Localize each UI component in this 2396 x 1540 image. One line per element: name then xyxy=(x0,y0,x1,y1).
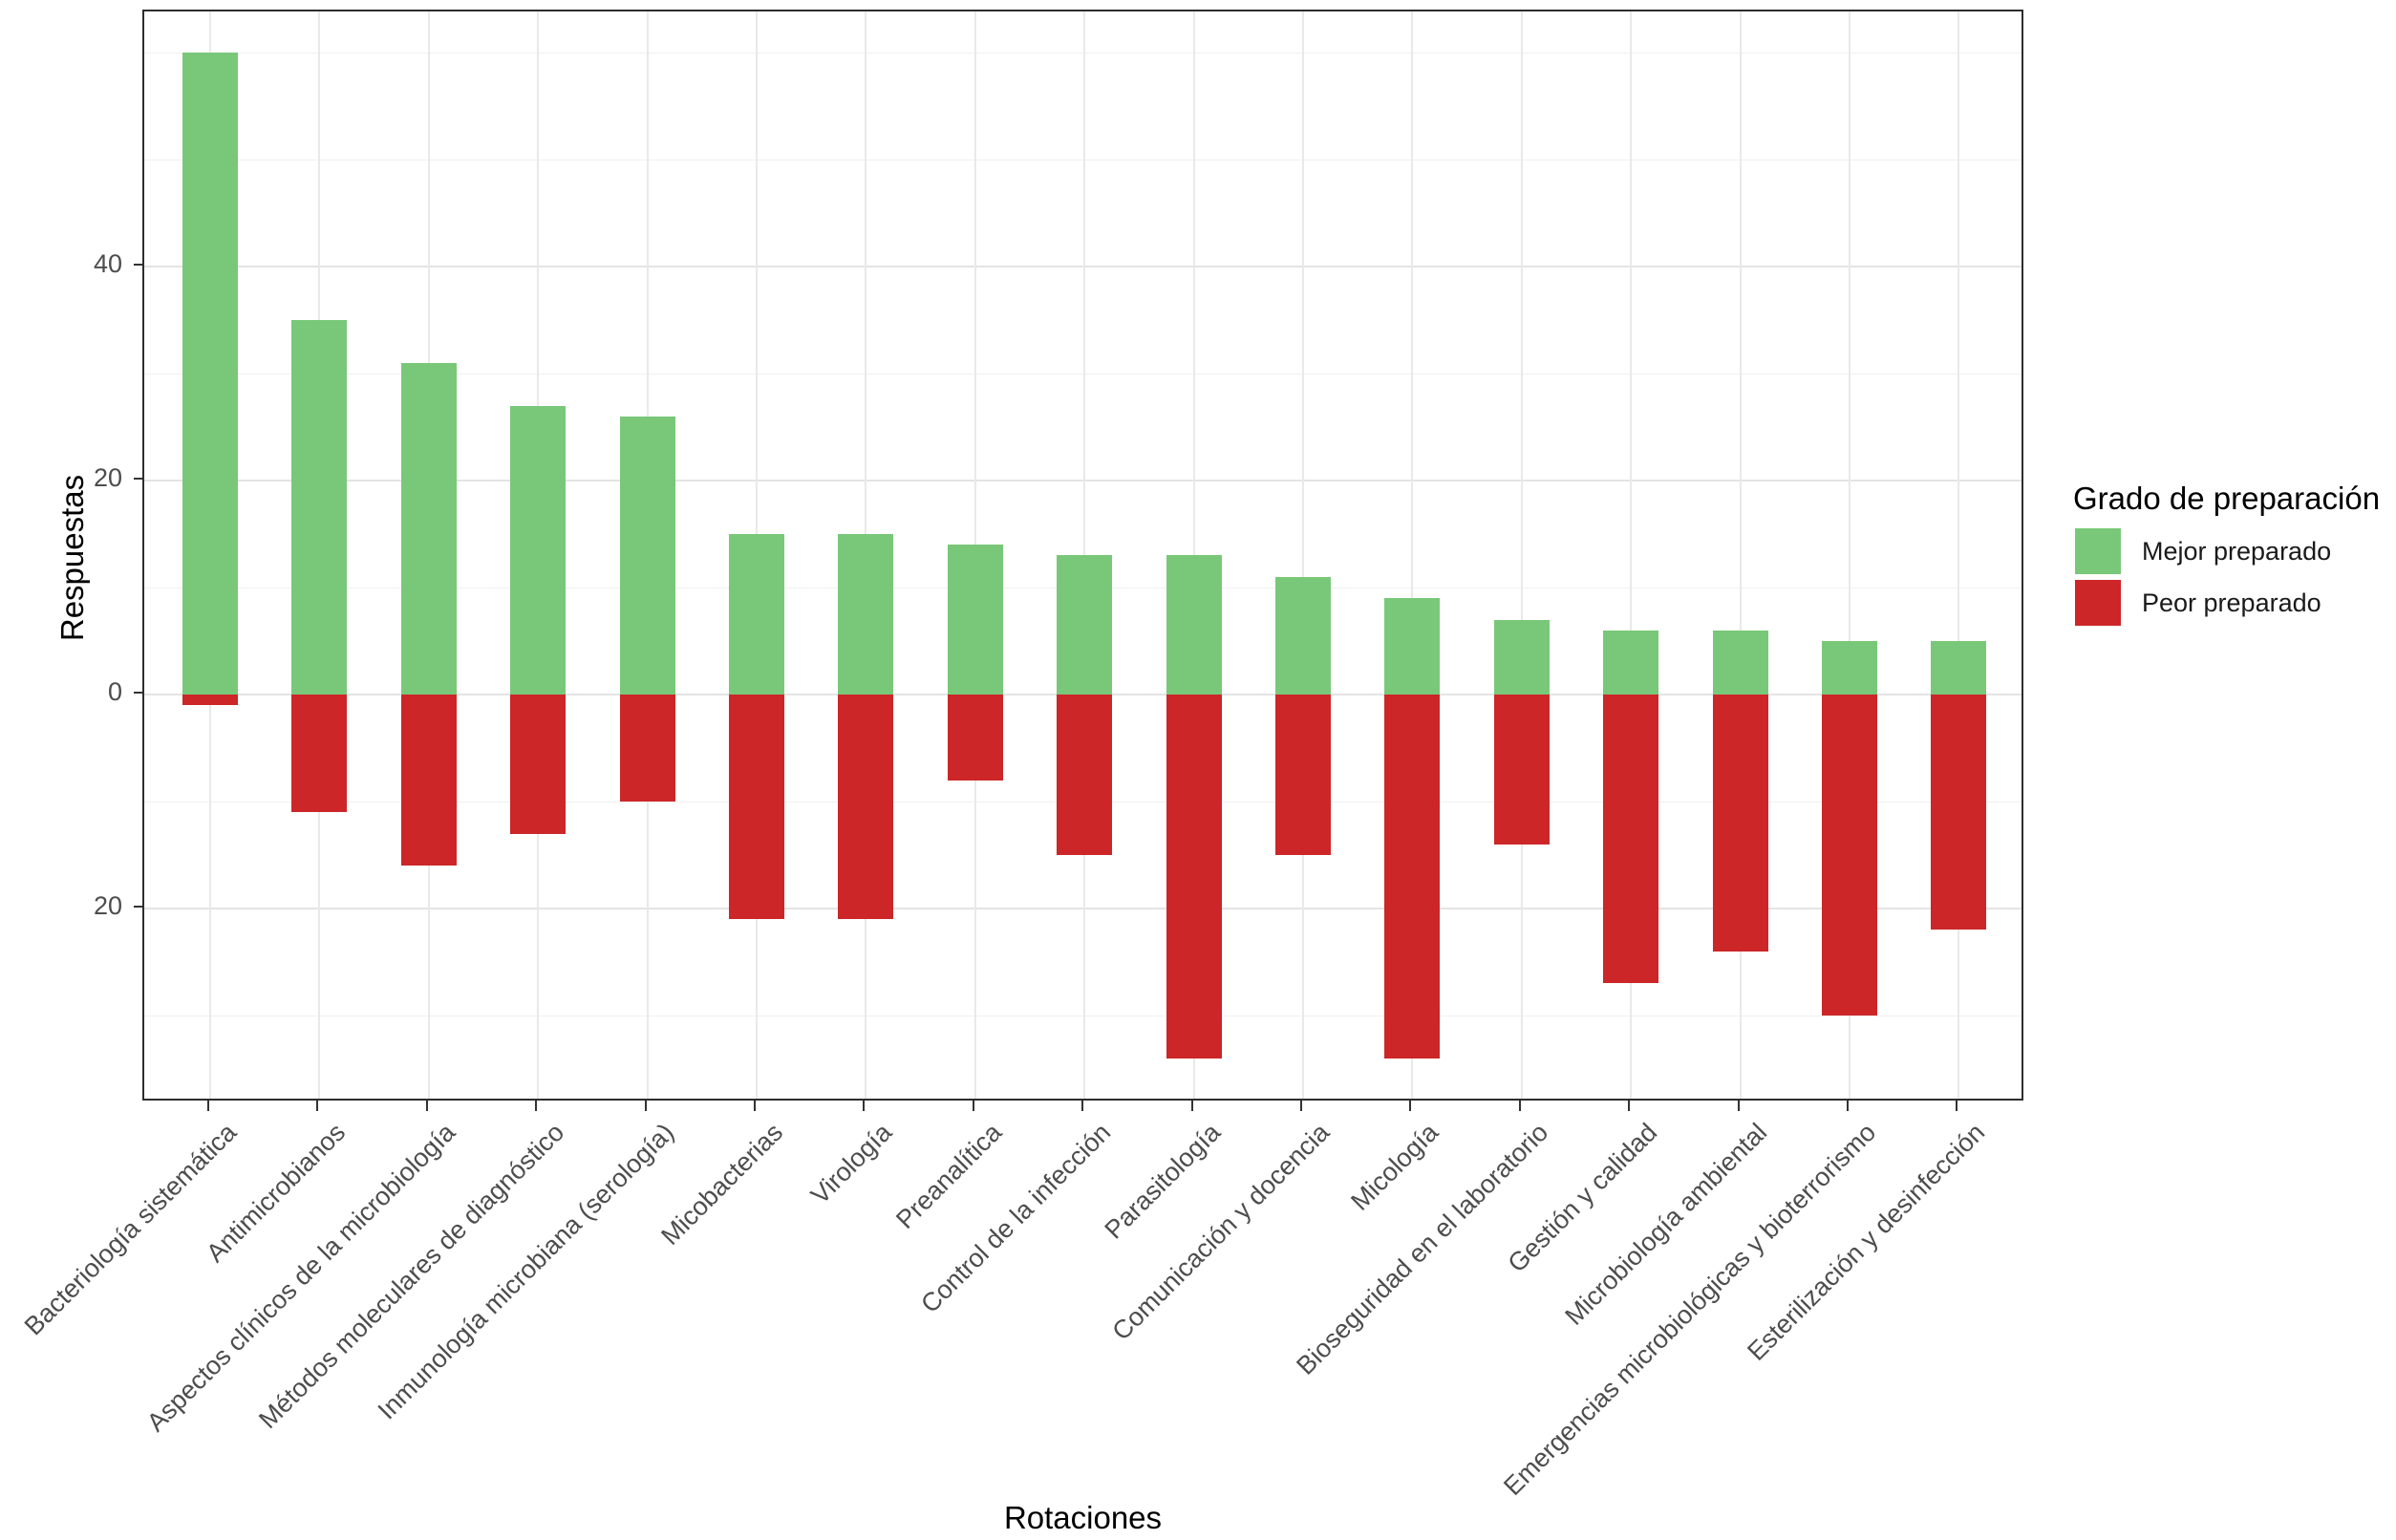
x-tick-mark xyxy=(1409,1101,1412,1111)
gridline-vertical xyxy=(1630,11,1633,1099)
bar-mejor-preparado xyxy=(400,362,457,695)
x-tick-label: Comunicación y docencia xyxy=(1106,1118,1336,1346)
legend-item: Peor preparado xyxy=(2075,580,2381,626)
bar-peor-preparado xyxy=(619,695,675,802)
x-tick-label: Control de la infección xyxy=(915,1118,1117,1319)
legend-swatch xyxy=(2075,580,2121,626)
x-tick-mark xyxy=(1628,1101,1631,1111)
bar-peor-preparado xyxy=(291,695,348,813)
x-axis-title: Rotaciones xyxy=(1003,1500,1163,1535)
gridline-vertical xyxy=(1192,11,1195,1099)
x-tick-mark xyxy=(535,1101,538,1111)
x-tick-label: Preanalítica xyxy=(889,1118,1008,1235)
x-tick-mark xyxy=(1847,1101,1849,1111)
gridline-major xyxy=(144,266,2022,267)
legend-swatch xyxy=(2075,528,2121,574)
x-tick-mark xyxy=(425,1101,428,1111)
bar-mejor-preparado xyxy=(1384,598,1441,695)
bar-peor-preparado xyxy=(1712,695,1768,952)
bar-peor-preparado xyxy=(947,695,1003,781)
bar-mejor-preparado xyxy=(1166,555,1222,695)
y-tick-mark xyxy=(134,264,142,266)
legend-title: Grado de preparación xyxy=(2073,481,2381,516)
bar-peor-preparado xyxy=(1166,695,1222,1059)
x-tick-label: Micología xyxy=(1345,1118,1444,1216)
bar-peor-preparado xyxy=(510,695,567,834)
x-tick-mark xyxy=(1956,1101,1958,1111)
gridline-major xyxy=(144,908,2022,909)
bar-peor-preparado xyxy=(1931,695,1987,930)
legend-item: Mejor preparado xyxy=(2075,528,2381,574)
y-tick-label: 40 xyxy=(93,249,122,278)
x-tick-mark xyxy=(863,1101,866,1111)
x-tick-label: Virología xyxy=(805,1118,898,1210)
gridline-major xyxy=(144,480,2022,481)
x-tick-mark xyxy=(1300,1101,1302,1111)
bar-mejor-preparado xyxy=(1603,630,1659,695)
legend: Grado de preparación Mejor preparado Peor… xyxy=(2049,473,2396,635)
x-tick-mark xyxy=(754,1101,756,1111)
x-tick-label: Esterilización y desinfección xyxy=(1742,1118,1991,1366)
bar-mejor-preparado xyxy=(1057,555,1113,695)
bar-peor-preparado xyxy=(838,695,894,920)
x-tick-mark xyxy=(1518,1101,1521,1111)
x-tick-label: Emergencias microbiológicas y bioterrori… xyxy=(1498,1118,1882,1502)
x-tick-mark xyxy=(644,1101,647,1111)
plot-panel xyxy=(142,10,2023,1101)
bar-mejor-preparado xyxy=(619,416,675,695)
y-tick-label: 20 xyxy=(93,891,122,920)
bar-mejor-preparado xyxy=(1931,641,1987,695)
bar-mejor-preparado xyxy=(1493,619,1550,695)
legend-label: Peor preparado xyxy=(2142,588,2321,617)
gridline-vertical xyxy=(1957,11,1960,1099)
y-tick-label: 0 xyxy=(107,677,122,706)
bar-peor-preparado xyxy=(1275,695,1331,855)
bar-mejor-preparado xyxy=(1712,630,1768,695)
bar-peor-preparado xyxy=(182,695,238,706)
gridline-vertical xyxy=(1302,11,1304,1099)
legend-label: Mejor preparado xyxy=(2142,537,2332,566)
x-tick-mark xyxy=(1081,1101,1084,1111)
bar-mejor-preparado xyxy=(510,405,567,695)
x-tick-mark xyxy=(316,1101,319,1111)
gridline-vertical xyxy=(1083,11,1086,1099)
y-axis-title: Respuestas xyxy=(54,474,90,642)
y-tick-mark xyxy=(134,906,142,908)
y-tick-mark xyxy=(134,478,142,480)
bar-peor-preparado xyxy=(1603,695,1659,984)
bar-peor-preparado xyxy=(729,695,784,920)
bar-peor-preparado xyxy=(1057,695,1113,855)
bar-mejor-preparado xyxy=(291,320,348,695)
bar-peor-preparado xyxy=(1384,695,1441,1059)
bar-peor-preparado xyxy=(1493,695,1550,845)
gridline-vertical xyxy=(1739,11,1742,1099)
bar-peor-preparado xyxy=(400,695,457,866)
x-tick-mark xyxy=(207,1101,209,1111)
gridline-vertical xyxy=(1520,11,1523,1099)
x-tick-label: Microbiología ambiental xyxy=(1558,1118,1772,1331)
bar-mejor-preparado xyxy=(838,534,894,695)
bar-mejor-preparado xyxy=(1275,576,1331,695)
bar-mejor-preparado xyxy=(947,545,1003,695)
x-tick-mark xyxy=(972,1101,974,1111)
gridline-vertical xyxy=(1411,11,1414,1099)
bar-mejor-preparado xyxy=(182,53,238,695)
x-tick-mark xyxy=(1190,1101,1193,1111)
y-tick-label: 20 xyxy=(93,463,122,492)
x-tick-label: Bacteriología sistemática xyxy=(18,1118,243,1341)
bar-peor-preparado xyxy=(1822,695,1877,1016)
bar-mejor-preparado xyxy=(729,534,784,695)
x-tick-mark xyxy=(1737,1101,1740,1111)
y-tick-mark xyxy=(134,692,142,694)
bar-mejor-preparado xyxy=(1822,641,1877,695)
gridline-vertical xyxy=(1849,11,1850,1099)
